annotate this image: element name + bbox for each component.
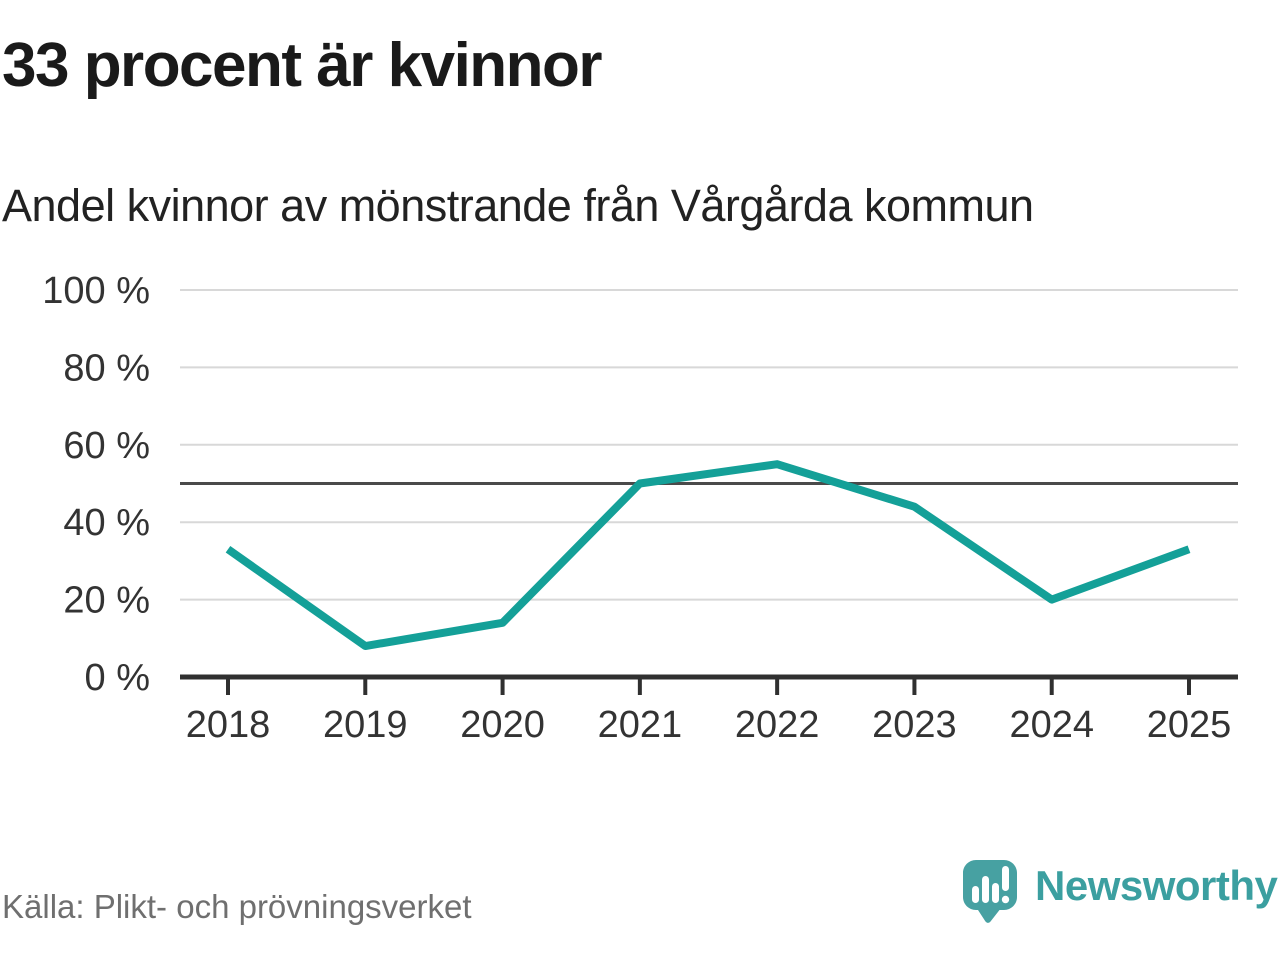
x-axis-label-2023: 2023 [872,704,957,746]
x-axis-label-2024: 2024 [1009,704,1094,746]
x-axis-label-2020: 2020 [460,704,545,746]
x-axis-label-2021: 2021 [598,704,683,746]
x-axis-label-2025: 2025 [1147,704,1232,746]
logo-bar-2 [982,876,989,903]
logo-bar-3 [992,883,999,903]
y-axis-label-100: 100 % [42,270,150,312]
line-chart-canvas: 0 % 20 % 40 % 60 % 80 % 100 % 2018 2019 2020 2021… [42,270,1238,746]
logo-exclamation-bar [1002,866,1009,891]
x-axis-label-2019: 2019 [323,704,408,746]
y-axis-label-20: 20 % [63,580,150,622]
x-axis-label-2018: 2018 [186,704,271,746]
newsworthy-logo-text: Newsworthy [1035,862,1278,909]
page-subtitle: Andel kvinnor av mönstrande från Vårgård… [2,180,1034,231]
logo-exclamation-dot [1001,895,1010,904]
page-title: 33 procent är kvinnor [2,31,603,100]
newsworthy-logo-icon [963,860,1017,923]
trend-line [225,460,1191,651]
logo-bar-1 [972,886,979,903]
y-axis-label-80: 80 % [63,347,150,389]
y-axis-label-60: 60 % [63,425,150,467]
y-axis-label-0: 0 % [85,657,150,699]
y-axis-label-40: 40 % [63,502,150,544]
source-note: Källa: Plikt- och prövningsverket [2,888,472,925]
line-chart: 0 % 20 % 40 % 60 % 80 % 100 % 2018 2019 2020 2021… [0,260,1280,780]
x-axis-label-2022: 2022 [735,704,820,746]
newsworthy-logo: Newsworthy [963,860,1278,924]
